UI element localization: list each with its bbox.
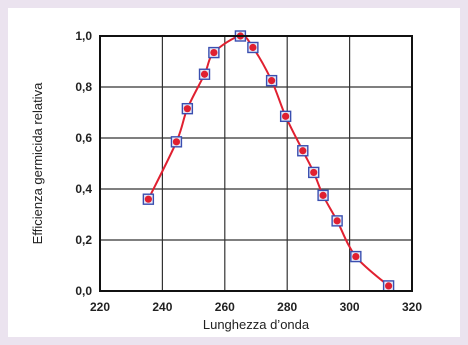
- data-point: [181, 102, 194, 115]
- x-axis-title: Lunghezza d’onda: [203, 317, 310, 332]
- data-point-dot-marker: [299, 147, 307, 155]
- data-point-dot-marker: [172, 138, 181, 146]
- y-tick-label: 0,8: [75, 80, 92, 94]
- data-point: [308, 166, 320, 179]
- y-tick-label: 0,4: [75, 182, 92, 196]
- data-point: [382, 280, 395, 292]
- germicidal-efficiency-chart: 220 240 260 280 300 320 0,0 0,2 0,4 0,6 0,8 1,0 Lu…: [30, 29, 422, 332]
- data-point-dot-marker: [268, 77, 276, 85]
- y-tick-label: 1,0: [75, 29, 92, 43]
- data-point: [317, 189, 329, 202]
- data-point-dot-marker: [183, 105, 191, 113]
- data-point-dot-marker: [200, 70, 209, 78]
- data-point: [170, 136, 183, 148]
- x-tick-label: 220: [90, 300, 110, 314]
- data-point-dot-marker: [210, 48, 218, 57]
- data-point-dot-marker: [144, 195, 152, 203]
- y-axis-title: Efficienza germicida relativa: [30, 82, 45, 244]
- data-point-dot-marker: [282, 112, 290, 120]
- grid-lines: [100, 36, 412, 291]
- data-point: [265, 74, 278, 87]
- data-point: [279, 110, 292, 123]
- x-tick-label: 280: [277, 300, 297, 314]
- series-line: [147, 34, 390, 287]
- y-tick-label: 0,6: [75, 131, 92, 145]
- data-point-dot-marker: [333, 217, 341, 225]
- x-tick-labels: 220 240 260 280 300 320: [90, 300, 422, 314]
- plot-frame: [99, 35, 413, 292]
- points-layer: [142, 30, 395, 292]
- y-tick-labels: 0,0 0,2 0,4 0,6 0,8 1,0: [75, 29, 92, 298]
- x-tick-label: 240: [152, 300, 172, 314]
- data-point-dot-marker: [249, 43, 257, 52]
- data-point: [142, 193, 155, 205]
- data-point: [331, 215, 343, 227]
- x-tick-label: 260: [215, 300, 235, 314]
- y-tick-label: 0,0: [75, 284, 92, 298]
- data-point: [350, 250, 362, 263]
- curve-layer: [147, 34, 390, 287]
- data-point-dot-marker: [352, 252, 360, 261]
- y-tick-label: 0,2: [75, 233, 92, 247]
- data-point: [198, 68, 211, 80]
- data-point: [297, 145, 309, 157]
- x-tick-label: 300: [340, 300, 360, 314]
- data-point: [247, 41, 259, 54]
- data-point-dot-marker: [310, 168, 318, 177]
- data-point-dot-marker: [319, 191, 327, 199]
- chart-card: 220 240 260 280 300 320 0,0 0,2 0,4 0,6 0,8 1,0 Lu…: [8, 8, 460, 337]
- x-tick-label: 320: [402, 300, 422, 314]
- data-point: [208, 46, 220, 59]
- data-point-dot-marker: [385, 282, 393, 290]
